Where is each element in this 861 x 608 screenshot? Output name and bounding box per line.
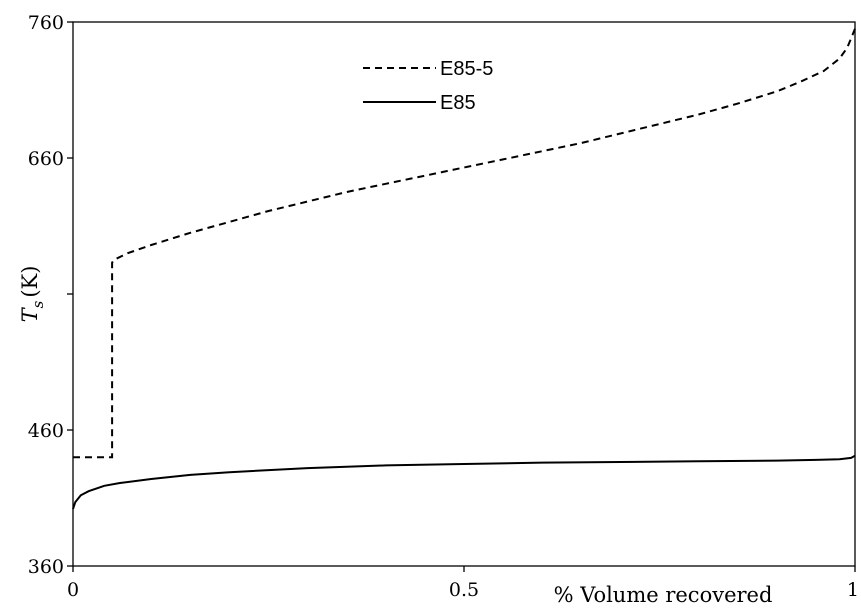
y-axis: 360 460 660 760 [28, 12, 73, 578]
y-tick-label: 760 [28, 12, 64, 34]
legend-label: E85 [440, 92, 476, 114]
legend: E85-5 E85 [363, 58, 493, 114]
legend-label: E85-5 [440, 58, 493, 80]
y-tick-label: 660 [28, 148, 64, 170]
x-axis: 0 0.5 1 [67, 566, 859, 601]
y-tick-label: 360 [28, 556, 64, 578]
x-tick-label: 0 [67, 579, 79, 601]
y-axis-title-sub: s [29, 300, 47, 308]
series-line-e85 [72, 454, 856, 510]
x-tick-label: 0.5 [449, 579, 479, 601]
series-line-e85-5 [73, 28, 856, 459]
series-layer [72, 28, 856, 510]
x-tick-label: 1 [847, 579, 859, 601]
x-axis-title: % Volume recovered [554, 583, 773, 607]
y-tick-label: 460 [28, 420, 64, 442]
y-axis-title-unit: (K) [18, 266, 42, 298]
y-axis-title: Ts (K) [18, 266, 47, 323]
y-axis-title-main: T [18, 306, 42, 322]
